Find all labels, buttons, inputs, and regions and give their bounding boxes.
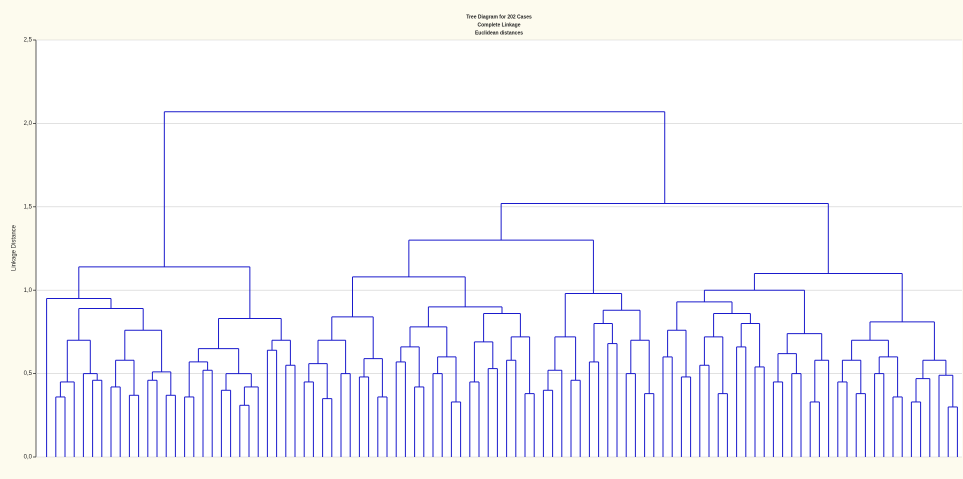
y-axis-label: Linkage Distance — [12, 224, 18, 271]
chart-title: Tree Diagram for 202 Cases — [466, 14, 532, 20]
y-tick-label: 2,5 — [24, 38, 33, 44]
y-tick-label: 0,5 — [24, 371, 33, 377]
chart-subtitle: Euclidean distances — [475, 30, 523, 36]
y-tick-label: 2,0 — [24, 121, 33, 127]
plot-area — [36, 40, 962, 457]
y-tick-label: 1,0 — [24, 288, 33, 294]
y-tick-label: 0,0 — [24, 455, 33, 461]
y-tick-label: 1,5 — [24, 204, 33, 210]
chart-subtitle: Complete Linkage — [477, 22, 520, 28]
